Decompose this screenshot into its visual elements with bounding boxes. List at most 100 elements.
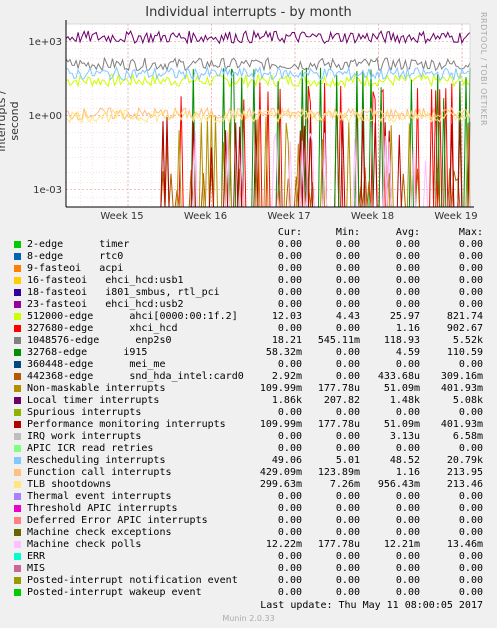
legend-max-value: 309.16m [440, 371, 483, 382]
legend-row: Machine check exceptions 0.00 0.00 0.00 0.00 [0, 527, 497, 539]
legend-swatch [14, 421, 21, 428]
legend-max-value: 0.00 [458, 263, 483, 274]
legend-swatch [14, 361, 21, 368]
series-line [65, 72, 471, 89]
legend-row: 32768-edge i915 58.32m 0.00 4.59 110.59 [0, 347, 497, 359]
legend-cur-value: 0.00 [277, 323, 302, 334]
legend-cur-value: 0.00 [277, 587, 302, 598]
legend-cur-value: 1.86k [271, 395, 302, 406]
legend-row: 1048576-edge enp2s0 18.21 545.11m 118.93 5.5… [0, 335, 497, 347]
legend-swatch [14, 385, 21, 392]
legend-min-value: 0.00 [335, 503, 360, 514]
legend-avg-value: 0.00 [395, 359, 420, 370]
legend-swatch [14, 589, 21, 596]
legend-min-value: 0.00 [335, 263, 360, 274]
legend-row: 2-edge timer 0.00 0.00 0.00 0.00 [0, 239, 497, 251]
legend-swatch [14, 469, 21, 476]
legend-header: Cur: Min: Avg: Max: [0, 227, 497, 239]
legend-swatch [14, 529, 21, 536]
legend-min-value: 0.00 [335, 527, 360, 538]
legend-avg-value: 1.48k [389, 395, 420, 406]
header-min: Min: [335, 227, 360, 238]
legend-cur-value: 0.00 [277, 287, 302, 298]
legend-row: Deferred Error APIC interrupts 0.00 0.00 0.… [0, 515, 497, 527]
legend-row: Posted-interrupt wakeup event 0.00 0.00 0.0… [0, 587, 497, 599]
last-update: Last update: Thu May 11 08:00:05 2017 [260, 600, 483, 611]
legend-row: Function call interrupts 429.09m 123.89m 1.… [0, 467, 497, 479]
legend-max-value: 0.00 [458, 527, 483, 538]
legend-max-value: 0.00 [458, 359, 483, 370]
legend-swatch [14, 409, 21, 416]
legend-row: 360448-edge mei_me 0.00 0.00 0.00 0.00 [0, 359, 497, 371]
legend-label: 2-edge timer [27, 239, 130, 250]
legend-row: 16-fasteoi ehci_hcd:usb1 0.00 0.00 0.00 0.00 [0, 275, 497, 287]
legend-avg-value: 25.97 [389, 311, 420, 322]
legend-cur-value: 12.03 [271, 311, 302, 322]
legend-min-value: 177.78u [317, 383, 360, 394]
legend-avg-value: 0.00 [395, 515, 420, 526]
legend-cur-value: 58.32m [265, 347, 302, 358]
legend-swatch [14, 481, 21, 488]
legend-label: 512000-edge ahci[0000:00:1f.2] [27, 311, 238, 322]
legend-swatch [14, 349, 21, 356]
legend-swatch [14, 505, 21, 512]
legend-label: 327680-edge xhci_hcd [27, 323, 178, 334]
y-tick-label: 1e+00 [28, 111, 62, 122]
legend-swatch [14, 397, 21, 404]
legend-label: Posted-interrupt wakeup event [27, 587, 202, 598]
legend-min-value: 4.43 [335, 311, 360, 322]
legend-max-value: 0.00 [458, 299, 483, 310]
legend-row: 442368-edge snd_hda_intel:card0 2.92m 0.00… [0, 371, 497, 383]
legend-label: Thermal event interrupts [27, 491, 172, 502]
y-tick-label: 1e+03 [28, 37, 62, 48]
legend-label: 18-fasteoi i801_smbus, rtl_pci [27, 287, 220, 298]
legend-avg-value: 0.00 [395, 551, 420, 562]
legend-swatch [14, 313, 21, 320]
series-line [65, 106, 471, 122]
header-avg: Avg: [395, 227, 420, 238]
legend-min-value: 0.00 [335, 407, 360, 418]
legend-max-value: 401.93m [440, 383, 483, 394]
legend-row: Spurious interrupts 0.00 0.00 0.00 0.00 [0, 407, 497, 419]
legend-swatch [14, 445, 21, 452]
legend-cur-value: 299.63m [259, 479, 302, 490]
legend-avg-value: 0.00 [395, 491, 420, 502]
legend-row: IRQ work interrupts 0.00 0.00 3.13u 6.58m [0, 431, 497, 443]
legend-cur-value: 0.00 [277, 503, 302, 514]
legend-max-value: 0.00 [458, 407, 483, 418]
legend-min-value: 0.00 [335, 299, 360, 310]
legend-label: 9-fasteoi acpi [27, 263, 124, 274]
legend-cur-value: 0.00 [277, 407, 302, 418]
series-line [65, 29, 471, 45]
legend-row: APIC ICR read retries 0.00 0.00 0.00 0.00 [0, 443, 497, 455]
legend-label: ERR [27, 551, 46, 562]
x-tick-label: Week 16 [184, 211, 227, 222]
legend-row: Local timer interrupts 1.86k 207.82 1.48k 5.… [0, 395, 497, 407]
legend-min-value: 0.00 [335, 359, 360, 370]
legend-max-value: 0.00 [458, 251, 483, 262]
legend-row: 8-edge rtc0 0.00 0.00 0.00 0.00 [0, 251, 497, 263]
legend-row: Thermal event interrupts 0.00 0.00 0.00 0.00 [0, 491, 497, 503]
legend-max-value: 213.46 [446, 479, 483, 490]
legend-label: Spurious interrupts [27, 407, 142, 418]
legend-max-value: 0.00 [458, 563, 483, 574]
series-line [65, 56, 471, 72]
legend-row: 9-fasteoi acpi 0.00 0.00 0.00 0.00 [0, 263, 497, 275]
legend-max-value: 0.00 [458, 503, 483, 514]
legend-row: MIS 0.00 0.00 0.00 0.00 [0, 563, 497, 575]
legend-row: 327680-edge xhci_hcd 0.00 0.00 1.16 902.67 [0, 323, 497, 335]
legend-max-value: 821.74 [446, 311, 483, 322]
legend-label: 16-fasteoi ehci_hcd:usb1 [27, 275, 184, 286]
legend-row: 18-fasteoi i801_smbus, rtl_pci 0.00 0.00 0.… [0, 287, 497, 299]
legend-max-value: 0.00 [458, 575, 483, 586]
legend-swatch [14, 325, 21, 332]
legend-min-value: 0.00 [335, 347, 360, 358]
legend-swatch [14, 253, 21, 260]
legend-min-value: 0.00 [335, 563, 360, 574]
legend-min-value: 0.00 [335, 323, 360, 334]
munin-version: Munin 2.0.33 [222, 614, 275, 623]
legend-swatch [14, 289, 21, 296]
legend-min-value: 0.00 [335, 287, 360, 298]
series-line [65, 108, 471, 124]
